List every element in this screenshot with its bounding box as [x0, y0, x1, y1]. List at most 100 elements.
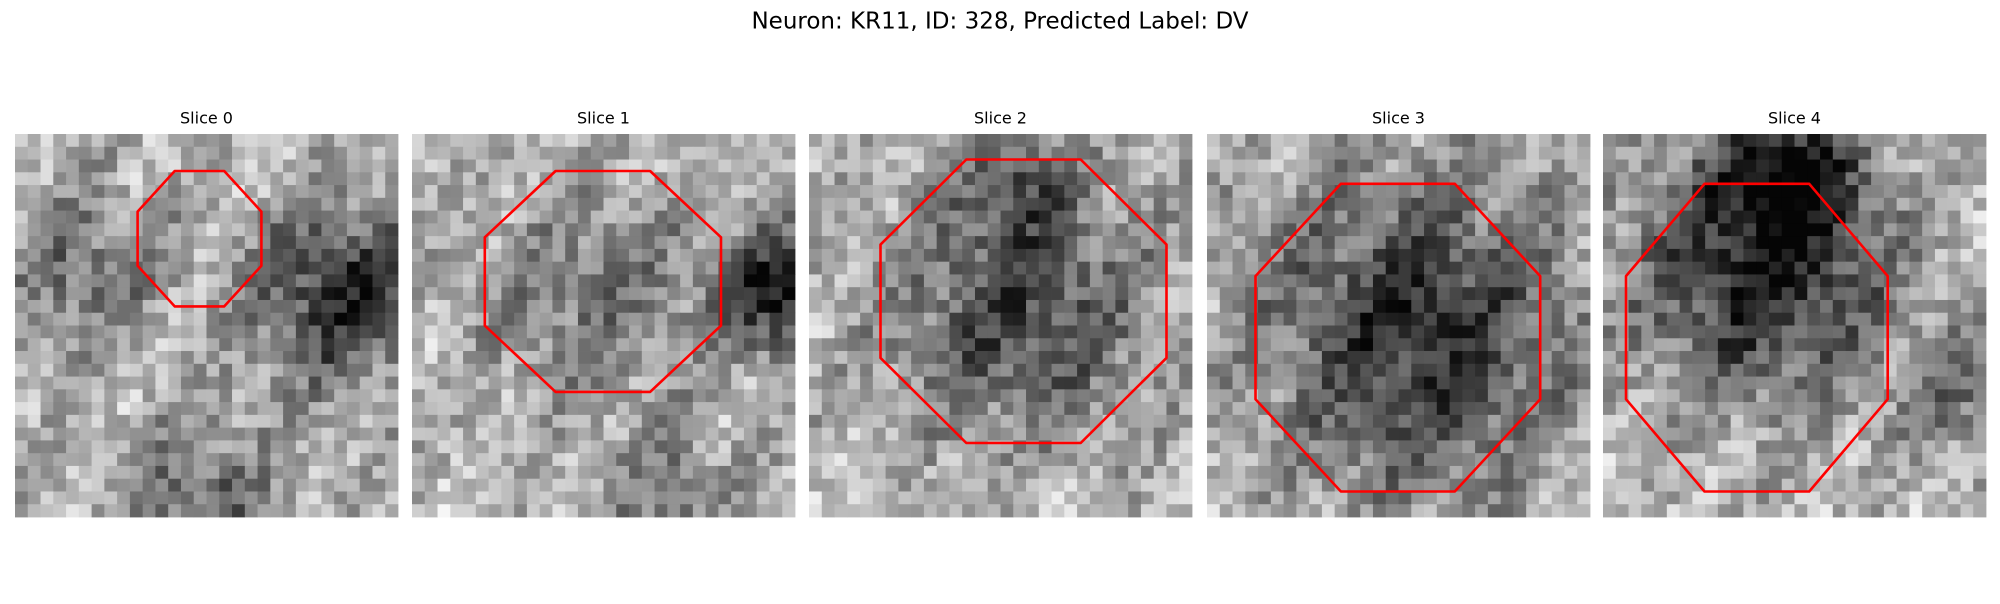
pixel	[372, 261, 386, 275]
pixel	[1038, 312, 1052, 326]
pixel	[1858, 376, 1872, 390]
pixel	[1768, 159, 1783, 173]
pixel	[501, 351, 515, 365]
pixel	[1922, 261, 1936, 275]
pixel	[1321, 478, 1336, 492]
pixel	[641, 402, 655, 416]
pixel	[27, 351, 41, 365]
pixel	[424, 389, 438, 403]
pixel	[1641, 223, 1655, 237]
pixel	[821, 478, 835, 492]
pixel	[1270, 274, 1284, 288]
pixel	[1207, 453, 1221, 467]
pixel	[66, 172, 80, 186]
pixel	[1051, 325, 1065, 339]
pixel	[1411, 159, 1425, 173]
pixel	[1947, 440, 1961, 454]
pixel	[680, 159, 694, 173]
pixel	[501, 185, 515, 199]
pixel	[1947, 351, 1961, 365]
pixel	[1462, 248, 1476, 263]
pixel	[27, 159, 41, 173]
pixel	[308, 312, 322, 326]
pixel	[1283, 363, 1297, 377]
pixel	[923, 287, 938, 301]
pixel	[949, 134, 963, 148]
pixel	[385, 185, 399, 199]
pixel	[1679, 274, 1693, 288]
pixel	[424, 338, 438, 352]
pixel	[1692, 172, 1706, 186]
pixel	[1577, 146, 1591, 160]
pixel	[705, 287, 719, 301]
pixel	[27, 223, 41, 237]
pixel	[155, 376, 169, 390]
pixel	[1513, 363, 1527, 377]
pixel	[206, 338, 220, 352]
pixel	[104, 146, 118, 160]
pixel	[898, 210, 912, 224]
pixel	[718, 223, 732, 237]
slice-image	[1603, 134, 1987, 518]
pixel	[936, 146, 950, 160]
pixel	[1166, 402, 1180, 416]
pixel	[923, 197, 938, 211]
pixel	[654, 504, 668, 518]
pixel	[987, 210, 1001, 224]
pixel	[270, 287, 284, 301]
pixel	[1475, 504, 1489, 518]
pixel	[206, 402, 220, 416]
pixel	[949, 491, 963, 505]
pixel	[654, 491, 668, 505]
pixel	[40, 338, 54, 352]
pixel	[1883, 146, 1898, 160]
pixel	[1807, 223, 1821, 237]
pixel	[321, 236, 335, 250]
pixel	[1487, 197, 1502, 211]
pixel	[847, 146, 861, 160]
pixel	[1385, 197, 1399, 211]
pixel	[911, 223, 925, 237]
pixel	[450, 312, 464, 326]
pixel	[1270, 465, 1284, 480]
pixel	[654, 414, 668, 429]
pixel	[898, 325, 912, 339]
pixel	[1270, 504, 1284, 518]
pixel	[437, 197, 451, 211]
pixel	[974, 248, 989, 263]
pixel	[936, 236, 950, 250]
pixel	[590, 414, 604, 429]
pixel	[654, 197, 668, 211]
pixel	[1577, 159, 1591, 173]
pixel	[1360, 223, 1374, 237]
pixel	[1666, 274, 1680, 288]
pixel	[834, 274, 848, 288]
pixel	[321, 210, 335, 224]
pixel	[475, 312, 489, 326]
pixel	[680, 376, 694, 390]
pixel	[1794, 312, 1808, 326]
pixel	[692, 351, 707, 365]
pixel	[27, 248, 41, 263]
pixel	[1487, 261, 1502, 275]
pixel	[219, 478, 233, 492]
pixel	[898, 491, 912, 505]
pixel	[142, 248, 156, 263]
pixel	[1000, 325, 1014, 339]
pixel	[257, 376, 271, 390]
pixel	[142, 312, 156, 326]
pixel	[769, 389, 783, 403]
pixel	[232, 351, 246, 365]
pixel	[1436, 478, 1450, 492]
pixel	[782, 325, 796, 339]
pixel	[1296, 465, 1310, 480]
pixel	[898, 299, 912, 314]
pixel	[1717, 402, 1732, 416]
pixel	[53, 363, 67, 377]
pixel	[155, 478, 169, 492]
pixel	[1666, 465, 1680, 480]
pixel	[270, 402, 284, 416]
pixel	[962, 325, 976, 339]
pixel	[1513, 236, 1527, 250]
pixel	[1960, 159, 1974, 173]
